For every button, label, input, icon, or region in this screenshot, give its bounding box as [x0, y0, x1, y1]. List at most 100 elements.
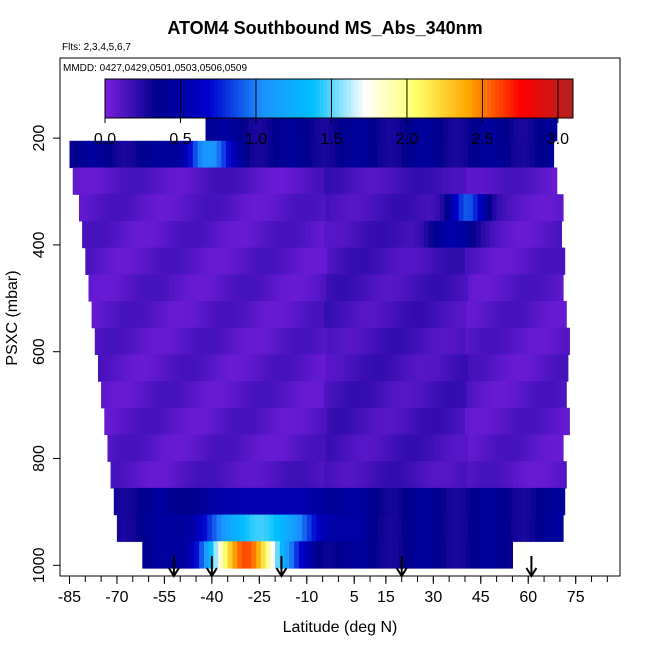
heatmap-cell	[189, 327, 195, 355]
heatmap-cell	[272, 220, 278, 249]
flight-markers	[168, 556, 538, 578]
heatmap-cell	[480, 461, 487, 489]
heatmap-cell	[472, 194, 479, 222]
heatmap-cell	[338, 220, 344, 249]
heatmap-cell	[382, 434, 388, 462]
heatmap-cell	[463, 514, 469, 542]
heatmap-cell	[208, 487, 214, 516]
heatmap-cell	[253, 116, 259, 142]
heatmap-cell	[211, 274, 218, 302]
heatmap-cell	[396, 354, 403, 382]
heatmap-cell	[273, 140, 279, 169]
heatmap-cell	[205, 167, 211, 195]
heatmap-cell	[162, 461, 169, 489]
heatmap-cell	[463, 274, 469, 302]
heatmap-cell	[154, 140, 161, 169]
heatmap-cell	[322, 541, 328, 569]
heatmap-cell	[373, 140, 379, 169]
heatmap-cell	[180, 247, 186, 275]
heatmap-cell	[118, 247, 124, 275]
heatmap-cell	[240, 140, 246, 169]
heatmap-cell	[324, 381, 330, 409]
heatmap-cell	[294, 487, 300, 516]
heatmap-cell	[344, 434, 350, 462]
heatmap-cell	[153, 461, 159, 489]
heatmap-cell	[191, 301, 197, 329]
heatmap-cell	[142, 407, 148, 436]
heatmap-cell	[204, 407, 210, 436]
heatmap-cell	[363, 354, 369, 382]
heatmap-cell	[132, 327, 139, 355]
heatmap-cell	[438, 461, 444, 489]
heatmap-cell	[374, 541, 381, 569]
heatmap-cell	[240, 434, 246, 462]
heatmap-cell	[335, 514, 341, 542]
heatmap-cell	[308, 541, 314, 569]
heatmap-cell	[327, 541, 333, 569]
heatmap-cell	[145, 514, 151, 542]
heatmap-cell	[224, 220, 230, 249]
heatmap-cell	[107, 274, 113, 302]
heatmap-cell	[221, 140, 227, 169]
heatmap-cell	[466, 220, 472, 249]
heatmap-cell	[349, 434, 355, 462]
heatmap-cell	[376, 301, 382, 329]
heatmap-cell	[431, 247, 438, 275]
colorbar-segment	[545, 79, 551, 118]
heatmap-cell	[222, 327, 229, 355]
heatmap-cell	[167, 167, 173, 195]
heatmap-cell	[517, 407, 523, 436]
heatmap-cell	[109, 247, 115, 275]
heatmap-cell	[544, 514, 550, 542]
heatmap-cell	[430, 354, 436, 382]
heatmap-cell	[419, 381, 425, 409]
heatmap-cell	[289, 327, 295, 355]
heatmap-cell	[205, 381, 211, 409]
heatmap-cell	[442, 220, 449, 249]
heatmap-cell	[256, 487, 262, 516]
heatmap-cell	[368, 274, 374, 302]
heatmap-cell	[468, 354, 474, 382]
heatmap-cell	[93, 140, 99, 169]
heatmap-cell	[199, 407, 205, 436]
heatmap-cell	[129, 301, 135, 329]
heatmap-cell	[327, 487, 333, 516]
heatmap-cell	[246, 327, 252, 355]
heatmap-cell	[145, 354, 151, 382]
heatmap-cell	[333, 381, 339, 409]
heatmap-cell	[499, 301, 506, 329]
heatmap-cell	[507, 247, 513, 275]
heatmap-cell	[322, 247, 328, 275]
heatmap-cell	[213, 247, 219, 275]
heatmap-cell	[542, 220, 548, 249]
heatmap-cell	[275, 407, 281, 436]
heatmap-cell	[145, 140, 151, 169]
heatmap-cell	[476, 381, 482, 409]
heatmap-cell	[438, 116, 444, 142]
heatmap-cell	[423, 116, 430, 142]
heatmap-cell	[219, 116, 226, 142]
heatmap-cell	[406, 140, 412, 169]
heatmap-cell	[126, 140, 132, 169]
heatmap-cell	[469, 247, 475, 275]
heatmap-cell	[107, 434, 113, 462]
heatmap-cell	[145, 194, 151, 222]
heatmap-cell	[374, 487, 381, 516]
heatmap-cell	[302, 354, 308, 382]
heatmap-cell	[518, 301, 525, 329]
heatmap-cell	[230, 354, 237, 382]
heatmap-cell	[185, 327, 191, 355]
heatmap-cell	[105, 301, 112, 329]
heatmap-cell	[86, 220, 93, 249]
heatmap-cell	[241, 487, 248, 516]
heatmap-cell	[392, 434, 398, 462]
heatmap-cell	[267, 381, 273, 409]
heatmap-cell	[316, 354, 322, 382]
heatmap-cell	[98, 274, 104, 302]
heatmap-cell	[357, 167, 363, 195]
heatmap-cell	[196, 301, 202, 329]
heatmap-cell	[555, 487, 561, 516]
heatmap-cell	[351, 487, 357, 516]
heatmap-cell	[525, 354, 531, 382]
heatmap-cell	[349, 354, 355, 382]
